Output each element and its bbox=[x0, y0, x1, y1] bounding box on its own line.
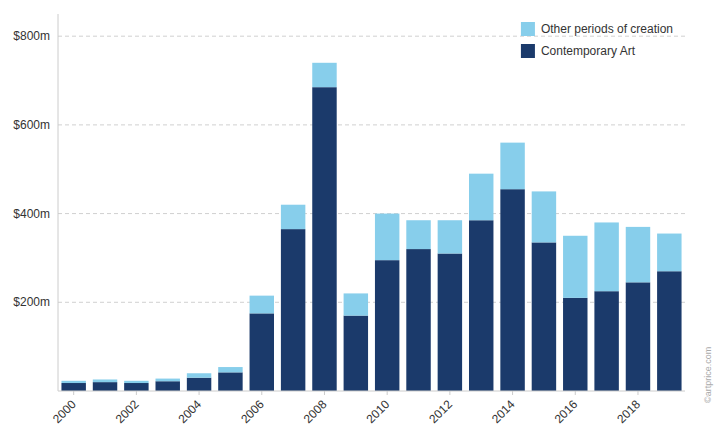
bar-segment bbox=[312, 63, 336, 87]
grid-line bbox=[58, 213, 685, 214]
bar-segment bbox=[657, 234, 681, 272]
x-tick-label: 2006 bbox=[238, 397, 267, 426]
bar-segment bbox=[563, 236, 587, 298]
grid bbox=[58, 36, 685, 302]
bar-segment bbox=[250, 313, 274, 391]
bar-segment bbox=[532, 242, 556, 391]
x-tick bbox=[512, 391, 513, 395]
bar-segment bbox=[594, 291, 618, 391]
grid-line bbox=[58, 124, 685, 125]
bar-segment bbox=[281, 205, 305, 229]
bar-segment bbox=[93, 382, 117, 391]
x-axis-line bbox=[58, 391, 685, 392]
y-tick-label: $200m bbox=[13, 295, 50, 309]
bar-segment bbox=[344, 316, 368, 391]
x-tick-label: 2008 bbox=[301, 397, 330, 426]
bar-segment bbox=[375, 260, 399, 391]
y-tick-label: $400m bbox=[13, 207, 50, 221]
chart: $200m $400m $600m $800m 2000 2002 2004 2006 2008… bbox=[0, 0, 719, 443]
bar-segment bbox=[406, 249, 430, 391]
bar-segment bbox=[187, 378, 211, 391]
x-tick-label: 2018 bbox=[614, 397, 643, 426]
legend-swatch bbox=[521, 22, 535, 36]
x-tick bbox=[73, 391, 74, 395]
legend-label: Other periods of creation bbox=[541, 22, 673, 36]
bar-segment bbox=[500, 143, 524, 190]
bar-segment bbox=[594, 222, 618, 291]
bar-segment bbox=[626, 282, 650, 391]
y-axis-line bbox=[58, 14, 59, 391]
x-tick bbox=[324, 391, 325, 395]
bar-segment bbox=[312, 87, 336, 391]
bar-segment bbox=[532, 191, 556, 242]
bar-segment bbox=[344, 293, 368, 315]
x-tick bbox=[637, 391, 638, 395]
y-tick-label: $800m bbox=[13, 29, 50, 43]
bar-segment bbox=[657, 271, 681, 391]
bar-segment bbox=[155, 381, 179, 391]
bar-segment bbox=[218, 367, 242, 372]
bar-segment bbox=[61, 383, 85, 391]
bar-segment bbox=[438, 220, 462, 253]
bar-segment bbox=[124, 381, 148, 383]
bar-segment bbox=[93, 379, 117, 382]
x-tick-label: 2016 bbox=[552, 397, 581, 426]
bar-segment bbox=[61, 381, 85, 383]
x-tick-label: 2000 bbox=[50, 397, 79, 426]
y-tick-label: $600m bbox=[13, 118, 50, 132]
bar-segment bbox=[500, 189, 524, 391]
x-tick bbox=[387, 391, 388, 395]
x-tick-label: 2014 bbox=[489, 397, 518, 426]
bar-segment bbox=[406, 220, 430, 249]
x-tick bbox=[449, 391, 450, 395]
legend-label: Contemporary Art bbox=[541, 44, 636, 58]
y-axis: $200m $400m $600m $800m bbox=[13, 14, 58, 391]
x-tick bbox=[575, 391, 576, 395]
bar-segment bbox=[187, 373, 211, 377]
legend-swatch bbox=[521, 44, 535, 58]
x-axis: 2000 2002 2004 2006 2008 2010 2012 2014 2016 2018 bbox=[50, 391, 685, 426]
x-tick bbox=[136, 391, 137, 395]
bar-segment bbox=[250, 296, 274, 314]
legend: Other periods of creation Contemporary Ar… bbox=[521, 22, 673, 58]
bar-segment bbox=[124, 383, 148, 391]
x-tick bbox=[261, 391, 262, 395]
bar-segment bbox=[218, 372, 242, 391]
x-tick-label: 2004 bbox=[175, 397, 204, 426]
x-tick bbox=[199, 391, 200, 395]
grid-line bbox=[58, 302, 685, 303]
bars bbox=[61, 63, 681, 391]
x-tick-label: 2012 bbox=[426, 397, 455, 426]
bar-segment bbox=[155, 379, 179, 382]
bar-segment bbox=[281, 229, 305, 391]
bar-segment bbox=[438, 254, 462, 391]
bar-segment bbox=[626, 227, 650, 282]
x-tick-label: 2010 bbox=[364, 397, 393, 426]
bar-segment bbox=[469, 174, 493, 221]
bar-segment bbox=[375, 214, 399, 261]
watermark: ©artprice.com bbox=[703, 347, 713, 403]
x-tick-label: 2002 bbox=[113, 397, 142, 426]
bar-segment bbox=[563, 298, 587, 391]
bar-segment bbox=[469, 220, 493, 391]
